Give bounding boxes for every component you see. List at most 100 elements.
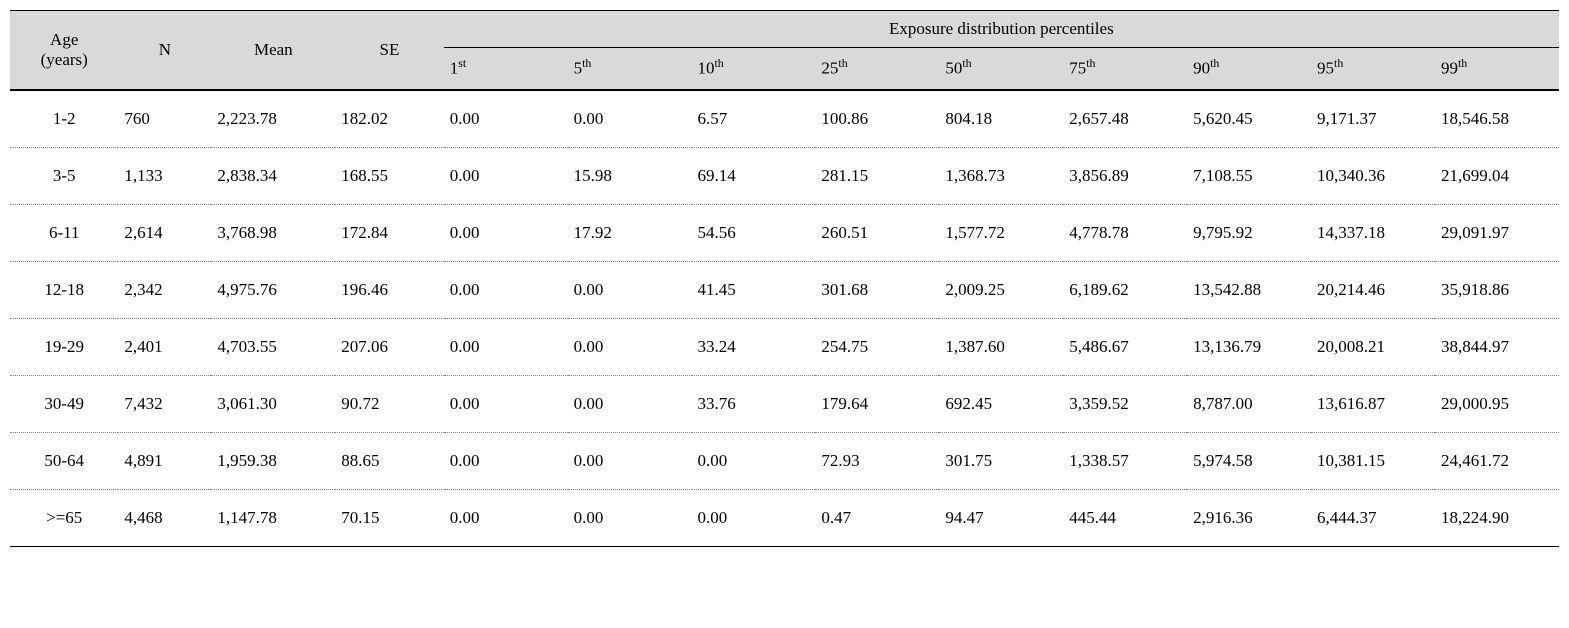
percentile-number: 10 (698, 59, 715, 78)
cell-p10: 0.00 (692, 432, 816, 489)
cell-se: 90.72 (335, 375, 443, 432)
cell-p10: 33.76 (692, 375, 816, 432)
cell-n: 2,401 (118, 318, 211, 375)
cell-p90: 7,108.55 (1187, 147, 1311, 204)
percentile-number: 99 (1441, 59, 1458, 78)
cell-p50: 301.75 (939, 432, 1063, 489)
cell-p90: 5,974.58 (1187, 432, 1311, 489)
cell-se: 168.55 (335, 147, 443, 204)
cell-p5: 0.00 (568, 489, 692, 546)
table-header: Age (years) N Mean SE Exposure distribut… (10, 11, 1559, 90)
cell-mean: 4,703.55 (211, 318, 335, 375)
percentile-suffix: th (1086, 56, 1095, 70)
cell-age: 19-29 (10, 318, 118, 375)
cell-mean: 3,061.30 (211, 375, 335, 432)
cell-p50: 692.45 (939, 375, 1063, 432)
table-body: 1-27602,223.78182.020.000.006.57100.8680… (10, 90, 1559, 547)
cell-p75: 3,359.52 (1063, 375, 1187, 432)
cell-age: 3-5 (10, 147, 118, 204)
cell-age: 30-49 (10, 375, 118, 432)
cell-p90: 8,787.00 (1187, 375, 1311, 432)
cell-p95: 14,337.18 (1311, 204, 1435, 261)
cell-p90: 5,620.45 (1187, 90, 1311, 148)
table-row: >=654,4681,147.7870.150.000.000.000.4794… (10, 489, 1559, 546)
table-row: 1-27602,223.78182.020.000.006.57100.8680… (10, 90, 1559, 148)
cell-age: 1-2 (10, 90, 118, 148)
cell-p25: 254.75 (815, 318, 939, 375)
cell-p99: 24,461.72 (1435, 432, 1559, 489)
cell-p75: 4,778.78 (1063, 204, 1187, 261)
table-row: 6-112,6143,768.98172.840.0017.9254.56260… (10, 204, 1559, 261)
cell-p5: 0.00 (568, 318, 692, 375)
cell-p5: 17.92 (568, 204, 692, 261)
cell-age: >=65 (10, 489, 118, 546)
cell-p90: 13,136.79 (1187, 318, 1311, 375)
cell-p25: 0.47 (815, 489, 939, 546)
col-header-p75: 75th (1063, 48, 1187, 90)
cell-p1: 0.00 (444, 375, 568, 432)
table-row: 30-497,4323,061.3090.720.000.0033.76179.… (10, 375, 1559, 432)
cell-mean: 1,959.38 (211, 432, 335, 489)
col-header-p25: 25th (815, 48, 939, 90)
cell-age: 50-64 (10, 432, 118, 489)
cell-p1: 0.00 (444, 318, 568, 375)
table-row: 50-644,8911,959.3888.650.000.000.0072.93… (10, 432, 1559, 489)
percentile-number: 50 (945, 59, 962, 78)
cell-p25: 281.15 (815, 147, 939, 204)
cell-p99: 29,000.95 (1435, 375, 1559, 432)
col-header-p50: 50th (939, 48, 1063, 90)
cell-p25: 301.68 (815, 261, 939, 318)
percentile-suffix: th (1458, 56, 1467, 70)
cell-p50: 2,009.25 (939, 261, 1063, 318)
cell-p95: 9,171.37 (1311, 90, 1435, 148)
percentile-suffix: th (1210, 56, 1219, 70)
cell-p90: 2,916.36 (1187, 489, 1311, 546)
cell-p5: 0.00 (568, 90, 692, 148)
percentile-suffix: th (715, 56, 724, 70)
age-label-line2: (years) (41, 50, 88, 69)
cell-se: 207.06 (335, 318, 443, 375)
cell-p90: 9,795.92 (1187, 204, 1311, 261)
cell-mean: 4,975.76 (211, 261, 335, 318)
cell-p1: 0.00 (444, 90, 568, 148)
cell-p50: 804.18 (939, 90, 1063, 148)
col-header-p10: 10th (692, 48, 816, 90)
col-header-p99: 99th (1435, 48, 1559, 90)
cell-p75: 1,338.57 (1063, 432, 1187, 489)
cell-p10: 54.56 (692, 204, 816, 261)
exposure-table: Age (years) N Mean SE Exposure distribut… (10, 10, 1559, 547)
cell-p95: 20,214.46 (1311, 261, 1435, 318)
cell-p95: 20,008.21 (1311, 318, 1435, 375)
cell-mean: 2,223.78 (211, 90, 335, 148)
cell-age: 6-11 (10, 204, 118, 261)
cell-p50: 1,387.60 (939, 318, 1063, 375)
col-header-p95: 95th (1311, 48, 1435, 90)
cell-p75: 2,657.48 (1063, 90, 1187, 148)
cell-p99: 18,546.58 (1435, 90, 1559, 148)
cell-se: 88.65 (335, 432, 443, 489)
percentile-number: 95 (1317, 59, 1334, 78)
cell-p99: 35,918.86 (1435, 261, 1559, 318)
cell-p95: 10,381.15 (1311, 432, 1435, 489)
table-row: 3-51,1332,838.34168.550.0015.9869.14281.… (10, 147, 1559, 204)
col-header-n: N (118, 11, 211, 90)
percentile-suffix: th (582, 56, 591, 70)
cell-p10: 6.57 (692, 90, 816, 148)
percentile-suffix: th (838, 56, 847, 70)
cell-n: 4,891 (118, 432, 211, 489)
cell-p1: 0.00 (444, 261, 568, 318)
cell-p50: 1,368.73 (939, 147, 1063, 204)
cell-p1: 0.00 (444, 147, 568, 204)
cell-p99: 18,224.90 (1435, 489, 1559, 546)
cell-mean: 1,147.78 (211, 489, 335, 546)
percentile-number: 5 (574, 59, 583, 78)
percentile-number: 1 (450, 59, 459, 78)
cell-p1: 0.00 (444, 432, 568, 489)
cell-mean: 3,768.98 (211, 204, 335, 261)
cell-p75: 3,856.89 (1063, 147, 1187, 204)
cell-p10: 33.24 (692, 318, 816, 375)
cell-p1: 0.00 (444, 489, 568, 546)
cell-p10: 41.45 (692, 261, 816, 318)
percentile-suffix: th (962, 56, 971, 70)
cell-p1: 0.00 (444, 204, 568, 261)
